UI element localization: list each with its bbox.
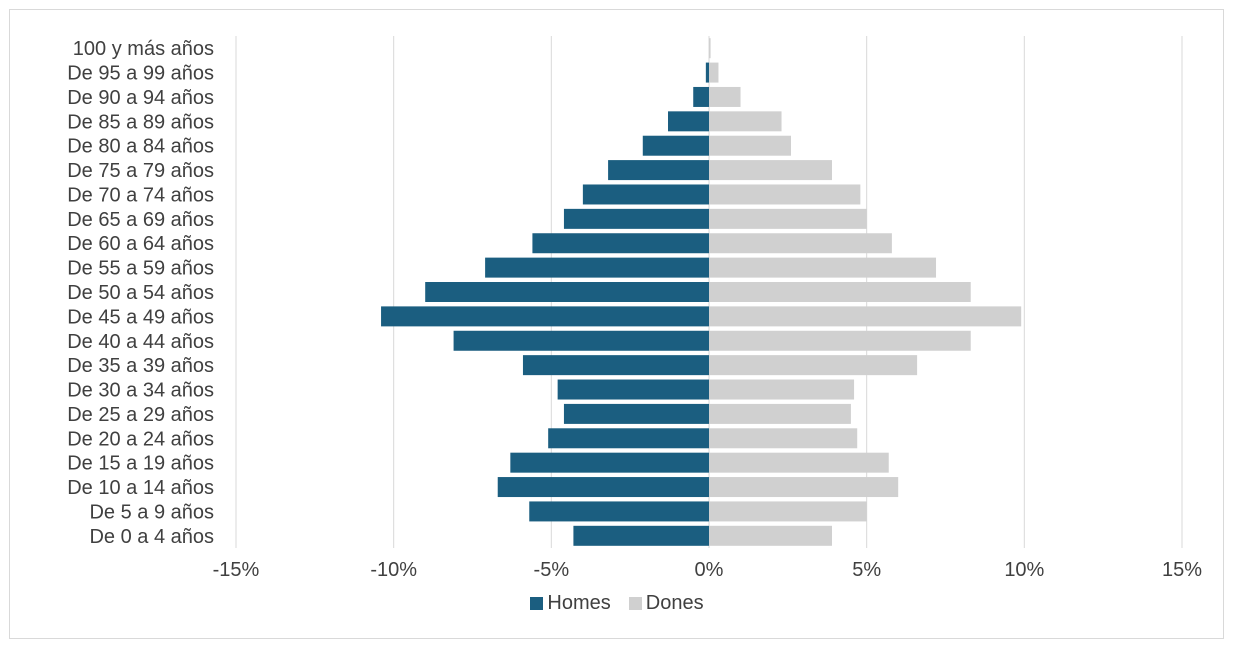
bar-dones xyxy=(709,477,899,498)
bar-homes xyxy=(381,306,709,327)
bar-dones xyxy=(709,501,867,522)
bar-homes xyxy=(557,379,709,400)
bar-dones xyxy=(709,379,855,400)
bar-homes xyxy=(510,452,709,473)
bar-homes xyxy=(642,135,709,156)
bar-dones xyxy=(709,525,832,546)
category-label: De 25 a 29 años xyxy=(67,404,214,426)
category-label: De 10 a 14 años xyxy=(67,477,214,499)
bar-homes xyxy=(563,403,709,424)
x-tick-label: 10% xyxy=(1004,559,1044,581)
x-tick-label: -10% xyxy=(370,559,417,581)
category-label: De 15 a 19 años xyxy=(67,453,214,475)
bar-dones xyxy=(709,233,892,254)
bar-dones xyxy=(709,282,971,302)
legend-swatch-homes xyxy=(530,597,544,610)
bar-homes xyxy=(705,62,709,83)
bar-homes xyxy=(573,525,709,546)
bar-dones xyxy=(709,62,719,83)
category-label: De 50 a 54 años xyxy=(67,282,214,304)
category-label: De 0 a 4 años xyxy=(89,526,214,548)
bar-homes xyxy=(529,501,709,522)
bar-homes xyxy=(532,233,709,254)
bar-homes xyxy=(608,160,709,181)
category-label: De 55 a 59 años xyxy=(67,258,214,280)
bar-homes xyxy=(548,428,709,449)
legend-item-dones: Dones xyxy=(628,592,704,615)
x-tick-label: 15% xyxy=(1162,559,1202,581)
bar-homes xyxy=(453,330,709,351)
bar-homes xyxy=(563,208,709,229)
x-tick-label: -15% xyxy=(213,559,260,581)
bar-dones xyxy=(709,184,861,205)
category-label: De 30 a 34 años xyxy=(67,380,214,402)
category-label: De 40 a 44 años xyxy=(67,331,214,353)
bar-dones xyxy=(709,111,782,132)
bar-dones xyxy=(709,135,791,156)
category-label: De 45 a 49 años xyxy=(67,306,214,328)
category-label: De 20 a 24 años xyxy=(67,428,214,450)
x-tick-label: 0% xyxy=(695,559,724,581)
bar-dones xyxy=(709,355,918,376)
category-label: 100 y más años xyxy=(73,38,214,60)
category-label: De 85 a 89 años xyxy=(67,111,214,133)
category-label: De 90 a 94 años xyxy=(67,87,214,109)
category-label: De 5 a 9 años xyxy=(89,501,214,523)
bar-dones xyxy=(709,330,971,351)
bar-homes xyxy=(582,184,709,205)
bar-homes xyxy=(522,355,709,376)
category-label: De 35 a 39 años xyxy=(67,355,214,377)
x-tick-label: 5% xyxy=(852,559,881,581)
bar-dones xyxy=(709,86,741,107)
bar-dones xyxy=(709,306,1022,327)
bar-homes xyxy=(693,86,709,107)
bar-dones xyxy=(709,428,858,449)
category-label: De 95 a 99 años xyxy=(67,63,214,85)
legend-label-dones: Dones xyxy=(645,592,704,614)
bar-dones xyxy=(709,257,937,278)
legend-swatch-dones xyxy=(628,597,642,610)
category-label: De 65 a 69 años xyxy=(67,209,214,231)
x-tick-label: -5% xyxy=(534,559,570,581)
legend-item-homes: Homes xyxy=(530,592,611,615)
legend-label-homes: Homes xyxy=(547,592,611,614)
bar-dones xyxy=(709,452,889,473)
legend: Homes Dones xyxy=(0,592,1234,615)
bar-dones xyxy=(709,38,711,59)
bar-homes xyxy=(485,257,709,278)
bar-dones xyxy=(709,403,851,424)
category-label: De 75 a 79 años xyxy=(67,160,214,182)
bar-homes xyxy=(425,282,709,302)
category-label: De 80 a 84 años xyxy=(67,136,214,158)
bar-homes xyxy=(668,111,709,132)
bar-dones xyxy=(709,160,832,181)
bar-homes xyxy=(497,477,709,498)
bar-dones xyxy=(709,208,867,229)
category-label: De 60 a 64 años xyxy=(67,233,214,255)
category-label: De 70 a 74 años xyxy=(67,184,214,206)
